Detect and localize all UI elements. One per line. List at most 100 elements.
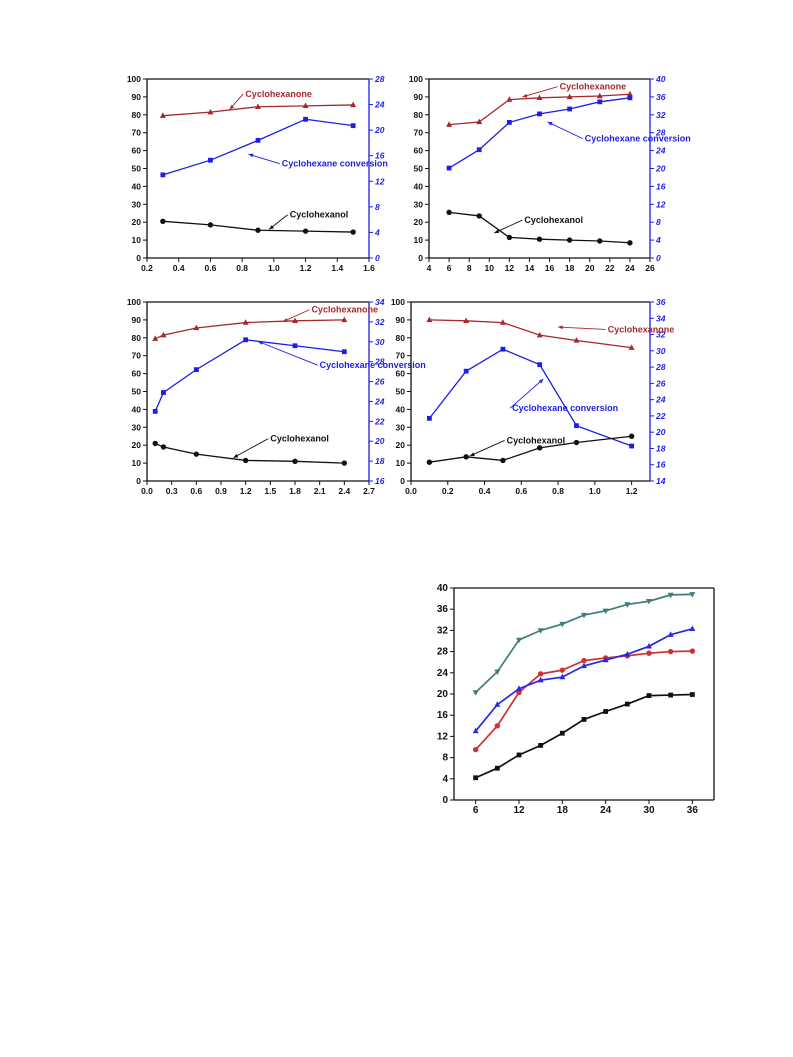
y-tick-label: 90 [132,315,142,325]
data-point [581,662,587,669]
data-point [463,368,469,374]
y-tick-label: 80 [132,110,142,120]
y-tick-label: 30 [132,422,142,432]
series-2 [160,116,356,178]
y-tick-label: 10 [132,235,142,245]
data-point [597,99,603,105]
data-point [350,101,357,108]
series-line [429,319,632,349]
data-point [537,111,542,117]
data-point [463,317,470,323]
y2-tick-label: 30 [375,337,385,347]
data-point [646,599,652,605]
annotation-1: Cyclohexanone [229,89,312,110]
data-point [626,90,633,97]
data-point [472,727,479,734]
data-point [243,337,249,343]
series-4 [472,592,696,696]
data-point [426,415,432,421]
data-point [255,227,261,233]
y2-tick-label: 0 [375,253,380,263]
x-tick-label: 0.2 [141,263,153,273]
x-tick-label: 0.6 [190,486,202,496]
x-tick-label: 0.4 [173,263,185,273]
data-point [341,316,348,323]
data-point [207,108,214,115]
y2-tick-label: 4 [655,235,661,245]
data-point [242,457,249,464]
annotation-arrowhead [494,229,500,233]
data-point [446,121,453,127]
annotation-arrow [469,439,505,457]
data-point [602,656,609,663]
annotation-label: Cyclohexanone [311,305,378,315]
data-point [627,95,633,101]
data-point [624,701,630,707]
data-point [160,331,167,338]
y-tick-label: 90 [396,315,406,325]
y-tick-label: 10 [132,458,142,468]
annotation-arrow [494,219,523,234]
x-tick-label: 6 [473,805,479,816]
data-point [536,94,543,100]
x-tick-label: 1.0 [268,263,280,273]
series-3 [160,218,356,235]
chart-panel-2: 4 6 8 10 12 14 16 18 20 22 24 260102030405060708090… [409,74,691,273]
series-line [154,319,345,340]
x-tick-label: 2.7 [363,486,375,496]
y-tick-label: 50 [132,164,142,174]
x-tick-label: 22 [605,263,615,273]
x-tick-label: 2.4 [338,486,350,496]
y2-tick-label: 26 [374,377,385,387]
y-tick-label: 0 [418,253,423,263]
y-tick-label: 20 [437,689,449,700]
data-point [624,650,631,657]
y-tick-label: 0 [136,253,141,263]
x-tick-label: 0.0 [141,486,153,496]
data-point [472,690,479,696]
chart-panel-1: 0.2 0.4 0.6 0.8 1.0 1.2 1.4 1.60102030405060708… [127,74,388,273]
x-tick-label: 18 [565,263,575,273]
data-point [446,209,452,216]
annotation-arrowhead [229,104,235,110]
annotation-arrow [522,86,558,98]
x-tick-label: 1.8 [289,486,301,496]
y-tick-label: 28 [437,647,449,658]
y2-tick-label: 8 [656,217,661,227]
x-tick-label: 0.6 [515,486,527,496]
y-tick-label: 90 [132,92,142,102]
annotation-label: Cyclohexanol [290,210,349,220]
series-1 [446,90,633,127]
series-1 [426,316,635,350]
y-tick-label: 0 [442,795,448,806]
series-line [428,348,632,447]
data-point [494,765,500,771]
y-tick-label: 0 [400,476,405,486]
annotation-label: Cyclohexanone [245,89,312,99]
data-point [341,460,348,466]
annotation-arrowhead [469,452,475,456]
data-point [667,592,674,599]
data-point [255,103,261,109]
x-tick-label: 0.4 [479,486,491,496]
y-tick-label: 20 [414,217,424,227]
data-point [567,106,573,112]
data-point [160,444,167,450]
data-point [628,344,635,350]
x-tick-label: 1.2 [626,486,638,496]
x-tick-label: 1.2 [240,486,252,496]
x-tick-label: 16 [545,263,555,273]
y-tick-label: 36 [437,604,449,615]
y2-tick-label: 16 [656,460,666,470]
y-tick-label: 80 [414,110,424,120]
y-tick-label: 20 [132,217,142,227]
annotation-label: Cyclohexane conversion [585,134,691,144]
annotation-arrowhead [538,378,544,384]
data-point [646,643,652,649]
y-tick-label: 60 [414,146,424,156]
data-point [689,592,696,598]
x-tick-label: 0.8 [236,263,248,273]
data-point [292,343,298,349]
annotation-arrowhead [558,325,563,330]
data-point [629,443,635,449]
